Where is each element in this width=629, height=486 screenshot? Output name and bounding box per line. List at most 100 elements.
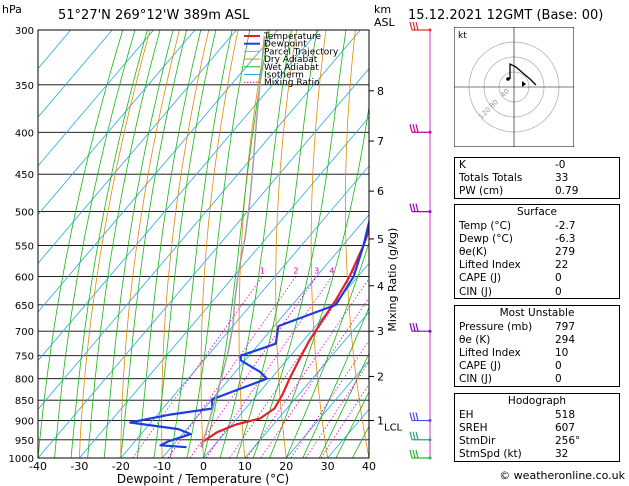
wet-adiabat-line	[302, 306, 369, 458]
wet-adiabat-line	[87, 30, 161, 458]
index-row: PW (cm) 0.79	[455, 184, 619, 197]
legend-entry: Isotherm	[264, 71, 304, 81]
most-unstable-row: CIN (J) 0	[455, 373, 619, 386]
isotherm-line	[38, 30, 154, 167]
hodograph-unit-label: kt	[458, 31, 467, 41]
surface-value: 0	[555, 272, 562, 285]
legend-entry: Parcel Trajectory	[264, 47, 339, 57]
wet-adiabat-line	[236, 30, 318, 458]
wind-barb-flag	[409, 21, 413, 31]
wet-adiabat-line	[252, 30, 347, 458]
wind-barb-flag	[409, 323, 413, 332]
index-value: 33	[555, 171, 569, 184]
wind-barb-flag	[409, 449, 413, 459]
isotherm-line	[203, 262, 369, 458]
km-tick-label: 5	[377, 233, 384, 246]
surface-value: -2.7	[555, 219, 576, 232]
dry-adiabat-line	[79, 30, 151, 458]
hodograph-stat-row: StmDir 256°	[455, 434, 619, 447]
hodograph-stat-row: EH 518	[455, 408, 619, 421]
wet-adiabat-line	[285, 241, 369, 458]
most-unstable-label: CIN (J)	[459, 373, 492, 386]
mixing-ratio-line	[305, 361, 369, 458]
pressure-tick-label: 400	[15, 128, 34, 139]
wind-barb-dot	[428, 130, 432, 134]
plot-area: 1 2 3 4 6 8 10 16 20 25	[38, 30, 369, 458]
isotherm-line	[285, 360, 369, 458]
temperature-tick-label: -30	[70, 460, 88, 473]
pressure-unit-label: hPa	[2, 3, 22, 16]
wet-adiabat-line	[70, 30, 148, 458]
km-tick-label: 6	[377, 185, 384, 198]
surface-value: -6.3	[555, 232, 576, 245]
wind-barb-flag	[412, 412, 416, 421]
wet-adiabat-line	[335, 391, 369, 458]
dry-adiabat-line	[238, 30, 268, 458]
wind-barb-flag	[412, 449, 416, 459]
isotherm-line	[38, 30, 320, 362]
mixing-ratio-line	[320, 383, 369, 458]
surface-row: θe(K) 279	[455, 245, 619, 258]
most-unstable-row: Lifted Index 10	[455, 346, 619, 359]
pressure-tick-label: 1000	[9, 454, 34, 465]
isotherm-line	[38, 30, 278, 313]
hodograph-table: Hodograph EH 518 SREH 607 StmDir 256° StmSpd (…	[454, 393, 620, 462]
wet-adiabat-line	[120, 30, 187, 458]
asl-unit-label: ASL	[374, 16, 395, 29]
wind-barb-flag	[409, 431, 413, 440]
parcel-trajectory-profile-line	[200, 35, 266, 448]
mixing-ratio-label: 6	[352, 266, 357, 275]
km-tick-label: 7	[377, 135, 384, 148]
mixing-ratio-line	[290, 339, 369, 458]
pressure-tick-label: 750	[15, 352, 34, 363]
hodograph-ring-label: 80	[488, 98, 500, 110]
hodograph-storm-marker	[522, 81, 526, 87]
location-title: 51°27'N 269°12'W 389m ASL	[58, 8, 250, 23]
wet-adiabat-line	[269, 104, 369, 458]
mixing-ratio-label: 2	[293, 266, 298, 275]
wind-barb-flag	[415, 431, 419, 440]
hodograph-ring-label: 40	[499, 87, 511, 99]
mixing-ratio-line	[260, 297, 369, 458]
wet-adiabat-line	[38, 30, 124, 458]
surface-label: Temp (°C)	[459, 219, 512, 232]
wind-barb-flag	[415, 449, 419, 459]
isotherm-line	[161, 214, 369, 458]
km-unit-label: km	[374, 3, 392, 16]
dry-adiabat-line	[200, 30, 239, 458]
mixing-ratio-axis-title: Mixing Ratio (g/kg)	[386, 228, 399, 332]
most-unstable-title: Most Unstable	[499, 307, 575, 319]
most-unstable-value: 294	[555, 333, 576, 346]
surface-row: CAPE (J) 0	[455, 272, 619, 285]
wind-barb-dot	[428, 28, 432, 32]
km-tick-label: 1	[377, 415, 384, 428]
pressure-tick-label: 600	[15, 272, 34, 283]
temperature-tick-label: 30	[321, 460, 335, 473]
pressure-tick-label: 450	[15, 170, 34, 181]
most-unstable-label: θe (K)	[459, 333, 491, 346]
surface-value: 22	[555, 259, 569, 272]
surface-table: Surface Temp (°C) -2.7 Dewp (°C) -6.3 θe(K) 2…	[454, 204, 620, 300]
x-axis-title: Dewpoint / Temperature (°C)	[117, 472, 289, 486]
wind-barb-flag	[412, 431, 416, 440]
wind-barb-dot	[428, 419, 432, 423]
temperature-tick-label: 10	[238, 460, 252, 473]
surface-label: CIN (J)	[459, 285, 492, 298]
pressure-tick-label: 550	[15, 241, 34, 252]
hodograph-point	[506, 77, 510, 81]
wet-adiabat-line	[219, 30, 292, 458]
hodograph-stat-label: StmDir	[459, 434, 496, 447]
km-tick-label: 2	[377, 370, 384, 383]
wind-barb-flag	[409, 124, 413, 133]
index-value: 0.79	[555, 184, 579, 197]
wind-barb-flag	[412, 323, 416, 332]
surface-label: Dewp (°C)	[459, 232, 513, 245]
pressure-tick-label: 700	[15, 327, 34, 338]
indices-table: K -0 Totals Totals 33 PW (cm) 0.79	[454, 157, 620, 199]
wet-adiabat-line	[318, 352, 369, 458]
km-tick-label: 4	[377, 280, 384, 293]
datetime-title: 15.12.2021 12GMT (Base: 00)	[408, 8, 604, 23]
surface-row: Dewp (°C) -6.3	[455, 232, 619, 245]
wind-barb-dot	[428, 456, 432, 460]
dry-adiabat-line	[120, 30, 180, 458]
